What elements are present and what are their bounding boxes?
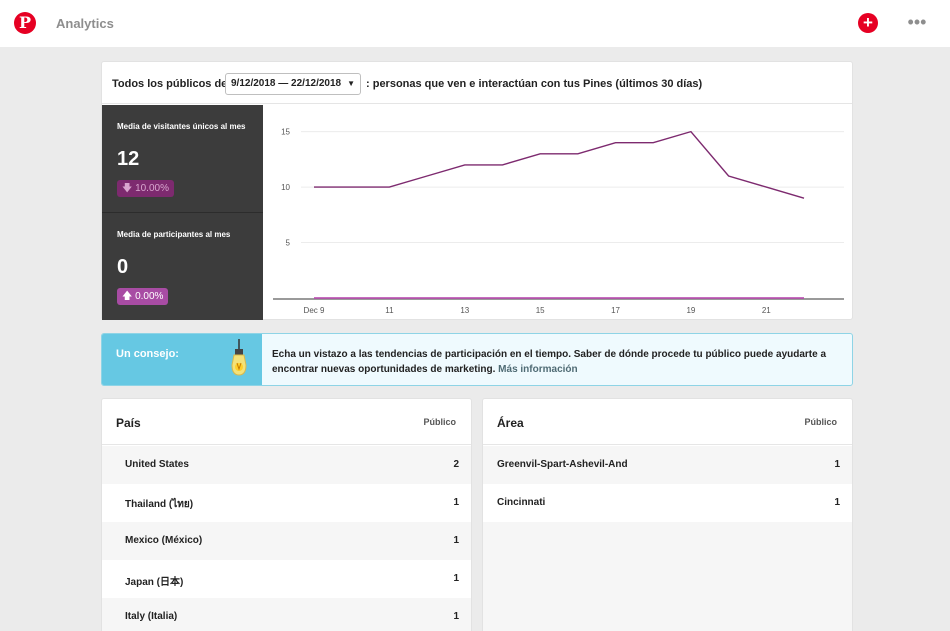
more-info-link[interactable]: Más información: [498, 364, 578, 375]
table-title: Área: [497, 416, 524, 430]
x-tick-label: 19: [686, 306, 695, 315]
arrow-up-icon: 🡅: [122, 291, 133, 302]
table-row-empty: [483, 522, 852, 560]
table-header: Área Público: [483, 399, 852, 445]
metric-change-badge: 🡅 0.00%: [117, 288, 169, 305]
x-tick-label: 11: [385, 306, 394, 315]
row-name: Japan (日本): [125, 577, 184, 588]
x-tick-label: 17: [611, 306, 620, 315]
tip-body: Echa un vistazo a las tendencias de part…: [272, 349, 827, 375]
metric-value: 12: [117, 148, 140, 170]
metric-label: Media de visitantes únicos al mes: [117, 122, 246, 131]
date-range-select[interactable]: 9/12/2018 — 22/12/2018 ▼: [225, 73, 361, 95]
tip-banner: Un consejo: Echa un vistazo a las tenden…: [101, 333, 853, 386]
y-tick-label: 5: [286, 239, 291, 248]
x-tick-label: 13: [460, 306, 469, 315]
table-header: País Público: [102, 399, 471, 445]
metric-change: 0.00%: [135, 291, 164, 302]
row-name: Italy (Italia): [125, 611, 178, 622]
lightbulb-icon: [231, 339, 247, 376]
table-row: Thailand (ไทย) 1: [102, 484, 471, 522]
metric-monthly-participants[interactable]: Media de participantes al mes 0 🡅 0.00%: [102, 213, 263, 321]
chevron-down-icon: ▼: [347, 79, 355, 88]
table-row: Cincinnati 1: [483, 484, 852, 522]
row-value: 1: [453, 573, 459, 584]
x-tick-label: Dec 9: [304, 306, 325, 315]
column-header: Público: [423, 417, 456, 427]
arrow-down-icon: 🡇: [122, 183, 133, 194]
metric-label: Media de participantes al mes: [117, 230, 231, 239]
row-name: Cincinnati: [497, 497, 546, 508]
country-table: País Público United States 2 Thailand (ไ…: [101, 398, 472, 631]
tip-title: Un consejo:: [116, 348, 179, 360]
table-row-empty: [483, 560, 852, 598]
top-bar: P Analytics + •••: [0, 0, 950, 47]
table-row-empty: [483, 598, 852, 631]
row-value: 1: [453, 497, 459, 508]
table-row: Mexico (México) 1: [102, 522, 471, 560]
row-value: 1: [834, 459, 840, 470]
app-title: Analytics: [56, 16, 114, 31]
y-tick-label: 15: [281, 128, 290, 137]
tip-text: Echa un vistazo a las tendencias de part…: [272, 347, 846, 377]
row-value: 1: [834, 497, 840, 508]
row-name: United States: [125, 459, 189, 470]
row-name: Thailand (ไทย): [125, 499, 194, 510]
y-tick-label: 10: [281, 183, 290, 192]
header-suffix: : personas que ven e interactúan con tus…: [366, 78, 703, 90]
row-name: Mexico (México): [125, 535, 203, 546]
pinterest-logo-icon[interactable]: P: [14, 12, 36, 34]
table-row: Greenvil-Spart-Ashevil-And 1: [483, 446, 852, 484]
visitors-series-line: [314, 130, 805, 199]
more-options-icon[interactable]: •••: [907, 12, 927, 32]
audience-line-chart: 5 10 15 Dec 9 11 13 15 17 19 21: [273, 128, 844, 315]
row-value: 1: [453, 611, 459, 622]
row-value: 1: [453, 535, 459, 546]
metric-change-badge: 🡇 10.00%: [117, 180, 174, 197]
table-row: Japan (日本) 1: [102, 560, 471, 598]
row-value: 2: [453, 459, 459, 470]
metric-value: 0: [117, 256, 129, 278]
date-range-value: 9/12/2018 — 22/12/2018: [231, 78, 342, 89]
table-title: País: [116, 416, 141, 430]
metric-change: 10.00%: [135, 183, 169, 194]
table-row: Italy (Italia) 1: [102, 598, 471, 631]
x-tick-label: 21: [762, 306, 771, 315]
x-tick-label: 15: [536, 306, 545, 315]
create-plus-button[interactable]: +: [858, 13, 878, 33]
header-prefix: Todos los públicos de: [112, 78, 228, 90]
table-row: United States 2: [102, 446, 471, 484]
row-name: Greenvil-Spart-Ashevil-And: [497, 459, 628, 470]
area-table: Área Público Greenvil-Spart-Ashevil-And …: [482, 398, 853, 631]
card-header: Todos los públicos de 9/12/2018 — 22/12/…: [102, 62, 852, 104]
column-header: Público: [804, 417, 837, 427]
metric-monthly-visitors[interactable]: Media de visitantes únicos al mes 12 🡇 1…: [102, 105, 263, 213]
audience-card: Todos los públicos de 9/12/2018 — 22/12/…: [101, 61, 853, 320]
tip-side-panel: Un consejo:: [102, 334, 262, 385]
metrics-panel: Media de visitantes únicos al mes 12 🡇 1…: [102, 105, 263, 320]
